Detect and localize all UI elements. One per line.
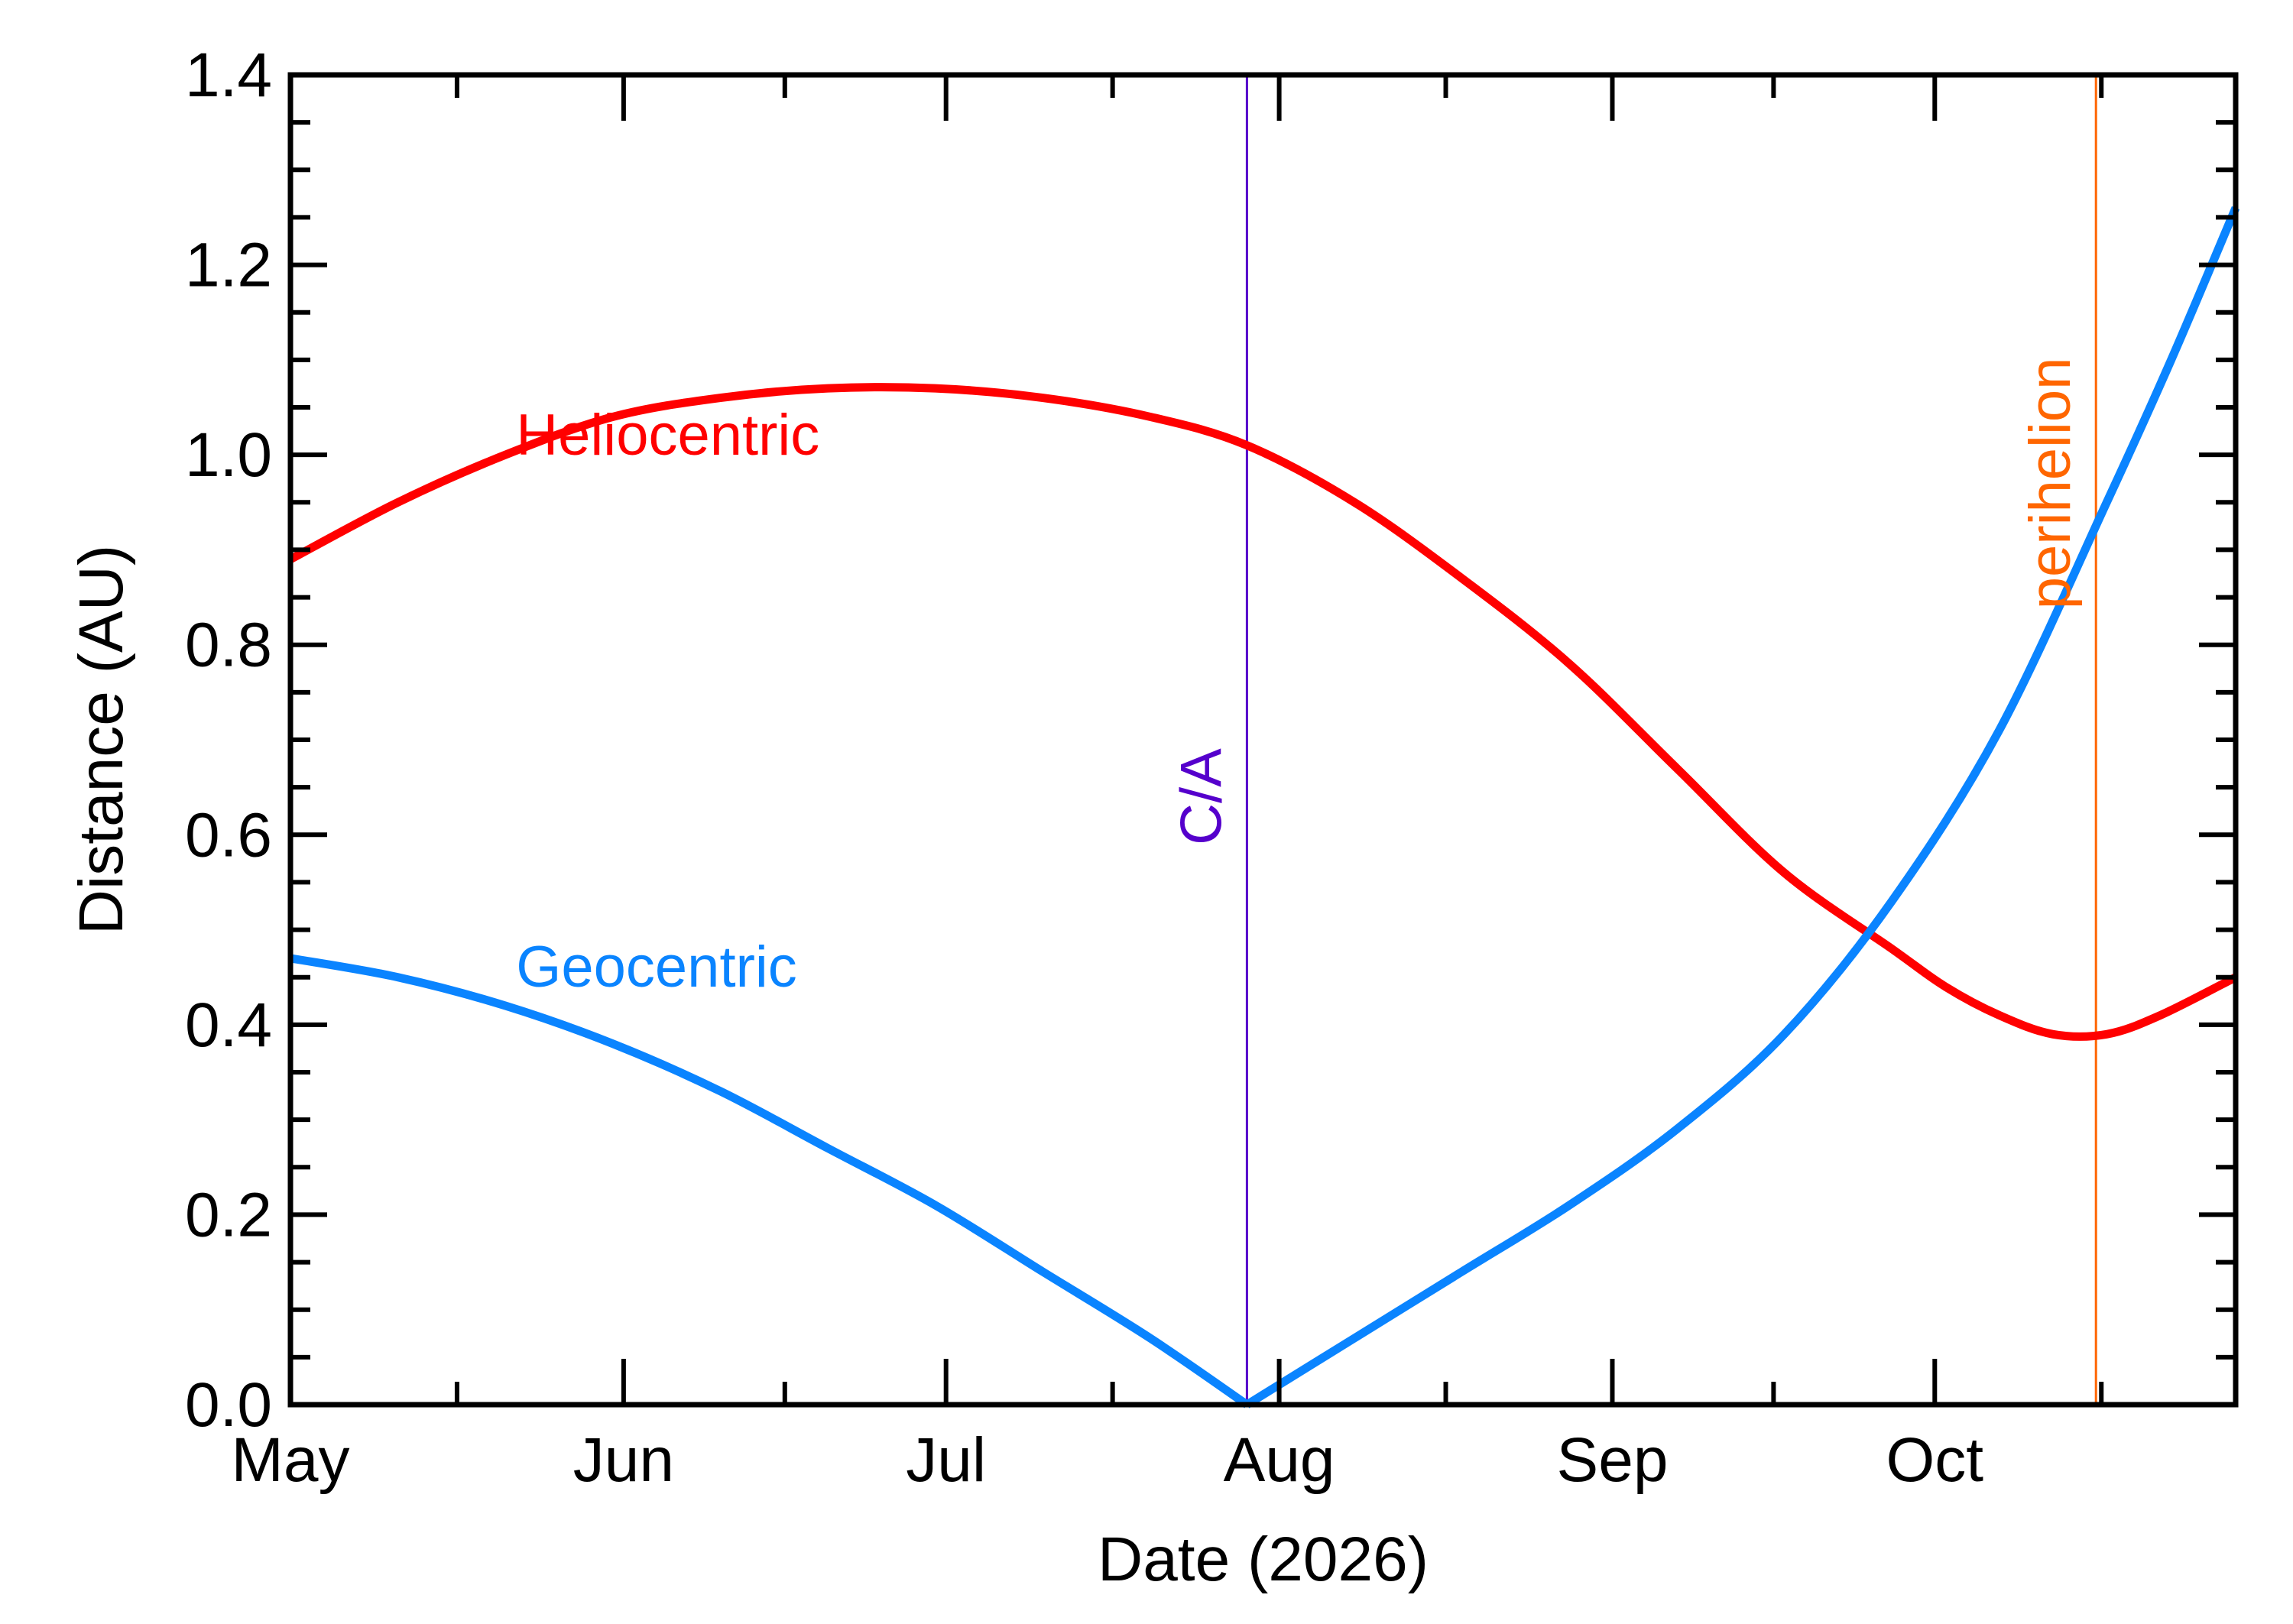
x-tick-label: May bbox=[232, 1425, 350, 1495]
x-axis-title: Date (2026) bbox=[1098, 1525, 1429, 1594]
series-label-geocentric: Geocentric bbox=[516, 935, 797, 1000]
series-line-heliocentric bbox=[288, 383, 2238, 1041]
x-tick-label: Oct bbox=[1886, 1425, 1984, 1495]
x-tick-label: Sep bbox=[1557, 1425, 1669, 1495]
marker-label-1: perihelion bbox=[2018, 358, 2083, 610]
y-tick-label: 1.4 bbox=[185, 41, 272, 110]
x-tick-label: Jun bbox=[573, 1425, 674, 1495]
axis-ticks bbox=[288, 73, 2236, 1407]
marker-label-0: C/A bbox=[1169, 748, 1234, 845]
series-lines bbox=[288, 206, 2240, 1408]
series-line-geocentric bbox=[290, 206, 2240, 1408]
y-axis-title: Distance (AU) bbox=[66, 545, 136, 935]
y-tick-label: 0.4 bbox=[185, 990, 272, 1060]
y-tick-label: 1.0 bbox=[185, 420, 272, 490]
y-tick-label: 0.2 bbox=[185, 1180, 272, 1250]
plot-frame bbox=[287, 72, 2239, 1408]
y-tick-label: 0.0 bbox=[185, 1370, 272, 1440]
x-tick-label: Jul bbox=[906, 1425, 986, 1495]
series-annotations: C/A perihelion Heliocentric Geocentric bbox=[516, 358, 2083, 1000]
x-tick-label: Aug bbox=[1224, 1425, 1335, 1495]
y-tick-label: 0.8 bbox=[185, 611, 272, 680]
series-label-heliocentric: Heliocentric bbox=[516, 403, 819, 468]
y-tick-label: 0.6 bbox=[185, 800, 272, 870]
marker-lines bbox=[1245, 75, 2097, 1405]
tick-labels: 0.0 0.2 0.4 0.6 0.8 1.0 1.2 1.4 May Jun Jul Aug Sep O… bbox=[185, 41, 1983, 1495]
y-tick-label: 1.2 bbox=[185, 231, 272, 300]
